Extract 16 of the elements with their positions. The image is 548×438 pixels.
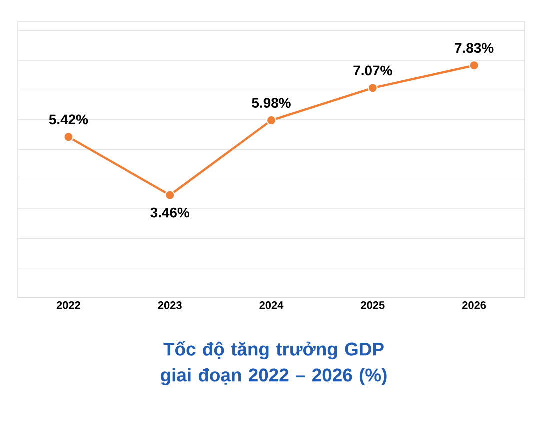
data-label: 5.42% <box>49 114 88 125</box>
point <box>368 83 378 94</box>
point <box>469 60 480 71</box>
x-tick-label: 2023 <box>158 302 182 310</box>
text: Tốc độ tăng trưởng GDP giai đoạn 2022 – 2026 (%) <box>161 342 387 386</box>
data-label: 7.07% <box>354 66 392 76</box>
data-label: 5.98% <box>252 98 291 108</box>
data-label: 7.83% <box>455 43 494 54</box>
point <box>165 190 176 200</box>
point <box>64 132 74 142</box>
x-tick-label: 2026 <box>462 302 486 310</box>
x-tick-label: 2024 <box>260 302 284 310</box>
point <box>266 116 276 126</box>
data-label: 3.46% <box>150 208 190 218</box>
x-tick-label: 2022 <box>56 302 80 310</box>
x-tick-label: 2025 <box>361 302 385 310</box>
